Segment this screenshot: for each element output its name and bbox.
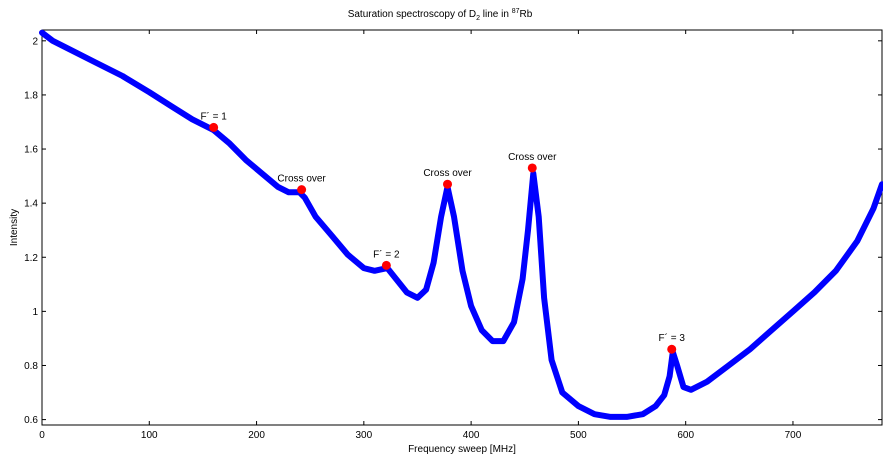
peak-label: F´ = 3	[659, 332, 686, 344]
plot-area	[41, 29, 883, 426]
y-tick-label: 1.2	[24, 253, 38, 264]
peak-label: Cross over	[508, 152, 557, 163]
peak-marker	[297, 185, 307, 195]
x-tick-label: 100	[141, 430, 158, 441]
peak-marker	[527, 163, 537, 173]
y-tick-label: 2	[32, 36, 38, 47]
x-tick-label: 400	[463, 430, 480, 441]
peak-label: Cross over	[423, 168, 472, 179]
y-tick-label: 1.8	[24, 90, 38, 101]
series-group	[39, 29, 883, 420]
x-axis-label: Frequency sweep [MHz]	[408, 444, 516, 455]
y-tick-label: 0.6	[24, 415, 38, 426]
chart-title: Saturation spectroscopy of D2 line in 87…	[348, 8, 533, 22]
y-tick-label: 1	[32, 307, 38, 318]
axis-ticks: 0 100 200 300 400 500 600 700 0.6 0.8 1 1.2 1.4 1.6 1.…	[24, 30, 882, 441]
peak-label: F´ = 2	[373, 248, 400, 260]
y-axis-label: Intensity	[9, 209, 20, 246]
x-tick-label: 700	[785, 430, 802, 441]
y-tick-label: 0.8	[24, 361, 38, 372]
intensity-series-line	[39, 29, 883, 420]
x-tick-label: 0	[39, 430, 45, 441]
x-tick-label: 500	[570, 430, 587, 441]
peak-label: F´ = 1	[200, 110, 227, 122]
peak-marker	[667, 344, 677, 354]
markers-group: F´ = 1 Cross over F´ = 2 Cross over Cross ov…	[200, 110, 686, 354]
x-tick-label: 300	[355, 430, 372, 441]
x-tick-label: 200	[248, 430, 265, 441]
peak-marker	[381, 260, 391, 270]
peak-label: Cross over	[277, 174, 326, 185]
peak-marker	[443, 179, 453, 189]
x-tick-label: 600	[677, 430, 694, 441]
y-tick-label: 1.4	[24, 199, 38, 210]
peak-marker	[209, 122, 219, 132]
y-tick-label: 1.6	[24, 145, 38, 156]
